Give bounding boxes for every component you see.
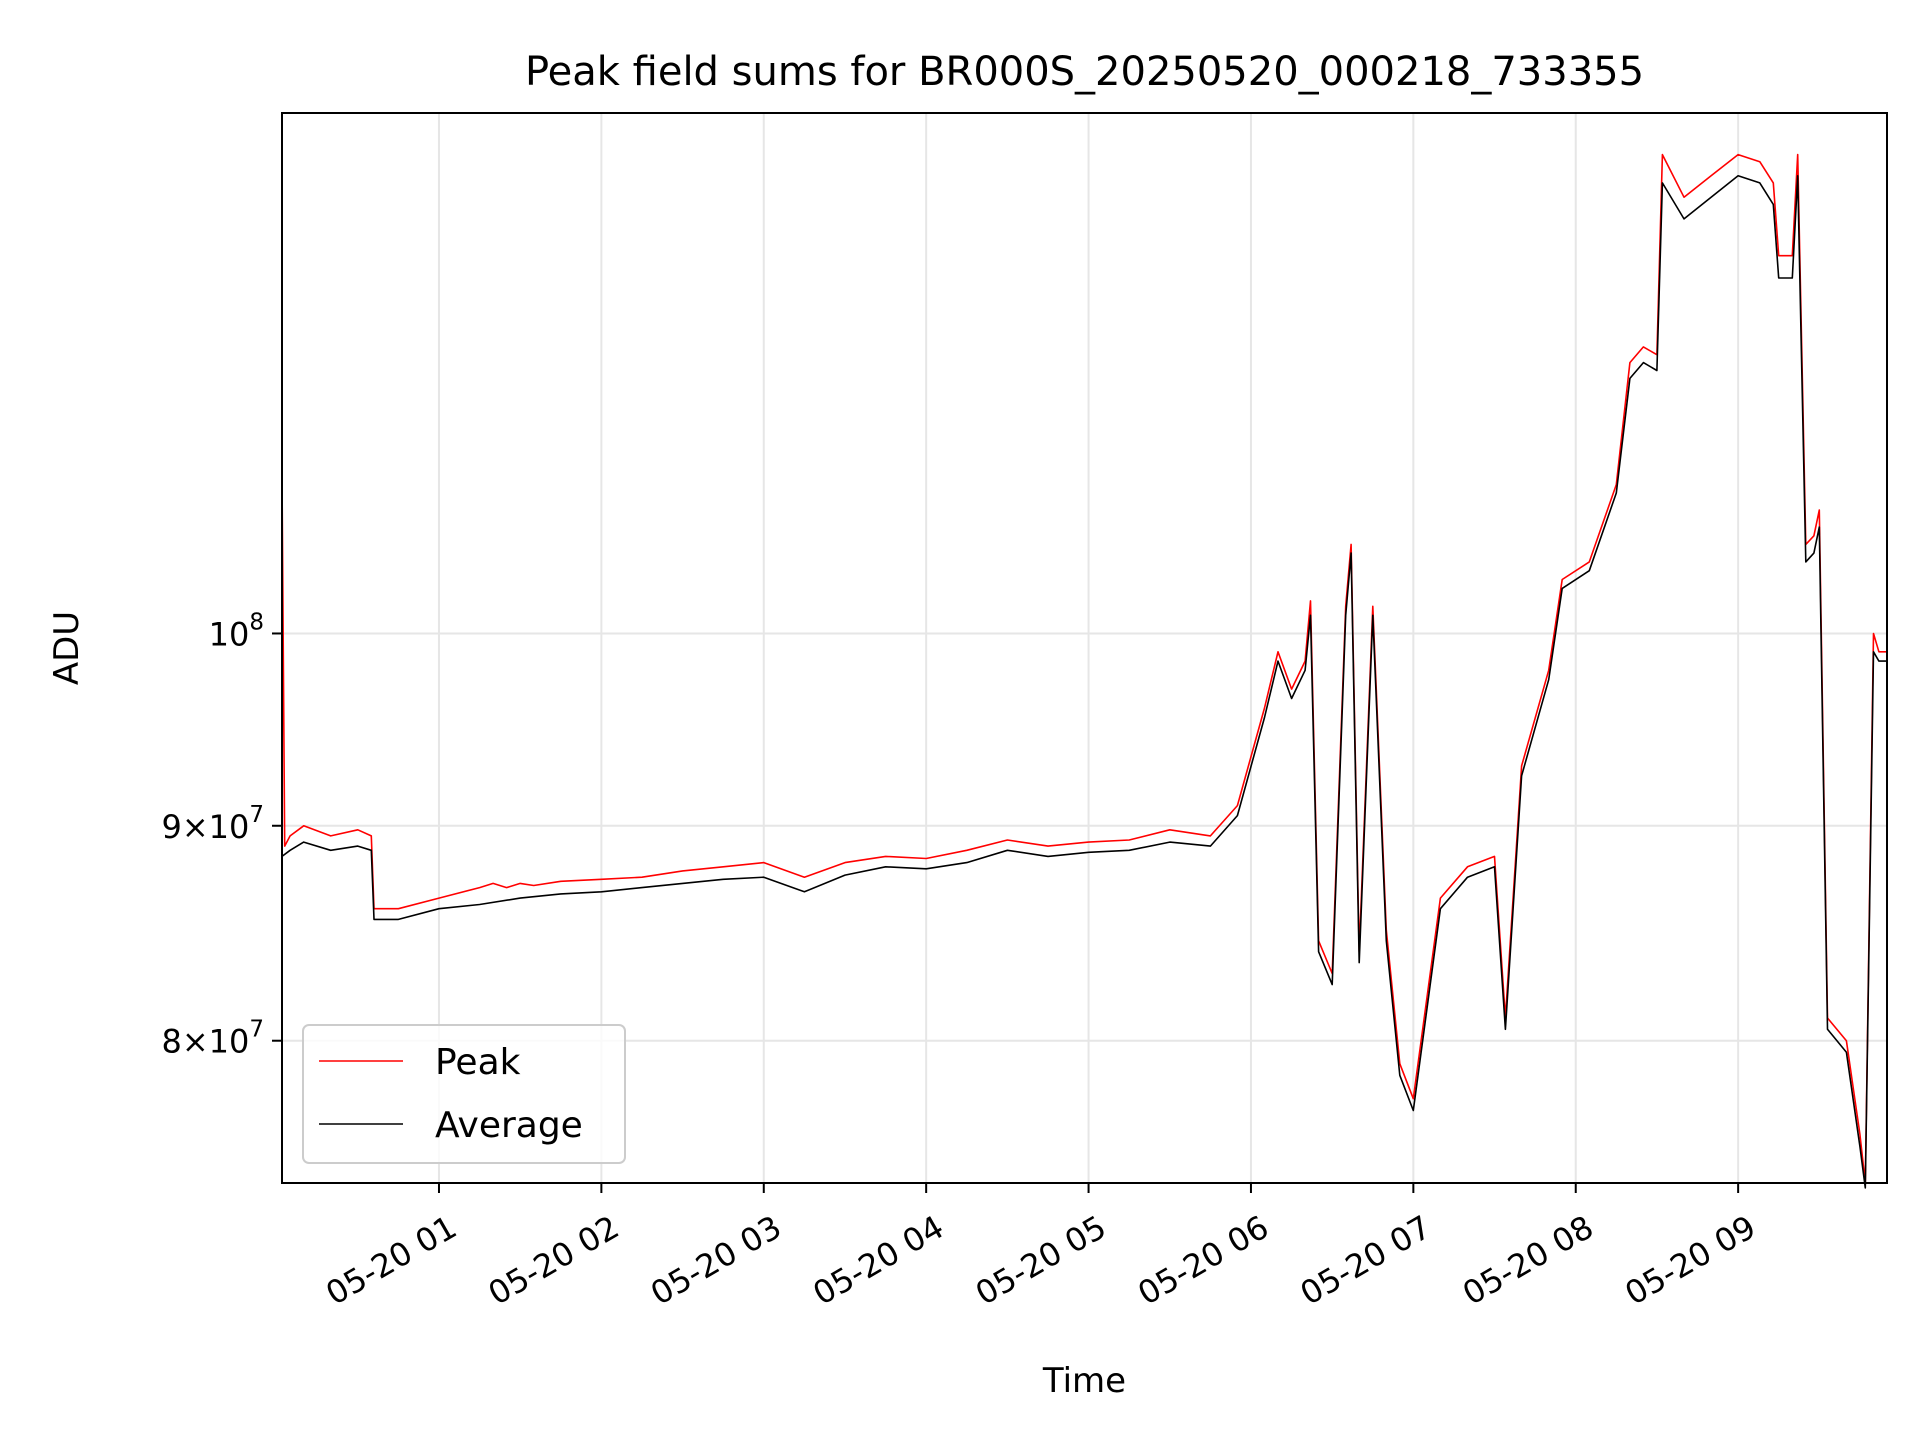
y-tick-label: 9×107: [161, 802, 264, 846]
y-tick-exponent: 7: [249, 802, 264, 828]
series-line-peak: [281, 153, 1887, 1184]
chart-title: Peak field sums for BR000S_20250520_0002…: [525, 49, 1644, 95]
y-tick-base: 10: [209, 615, 250, 653]
y-tick-exponent: 7: [249, 1017, 264, 1043]
y-tick-exponent: 8: [249, 609, 264, 635]
y-tick-label: 108: [209, 609, 264, 653]
y-tick-label: 8×107: [161, 1017, 264, 1061]
plot-series: [281, 153, 1887, 1189]
legend-box: [302, 1024, 626, 1164]
y-tick-times: ×10: [182, 1023, 250, 1061]
plot-frame: [281, 112, 1888, 1184]
legend-peak-label: Peak: [435, 1042, 521, 1083]
legend-average-label: Average: [435, 1105, 583, 1146]
grid: [282, 113, 1887, 1183]
y-axis-label: ADU: [47, 611, 87, 685]
y-tick-base: 8: [161, 1023, 181, 1061]
x-axis-label: Time: [1042, 1361, 1126, 1401]
legend: Peak Average: [302, 1024, 626, 1164]
y-tick-times: ×10: [182, 808, 250, 846]
y-tick-base: 9: [161, 808, 181, 846]
series-line-average: [281, 175, 1887, 1189]
